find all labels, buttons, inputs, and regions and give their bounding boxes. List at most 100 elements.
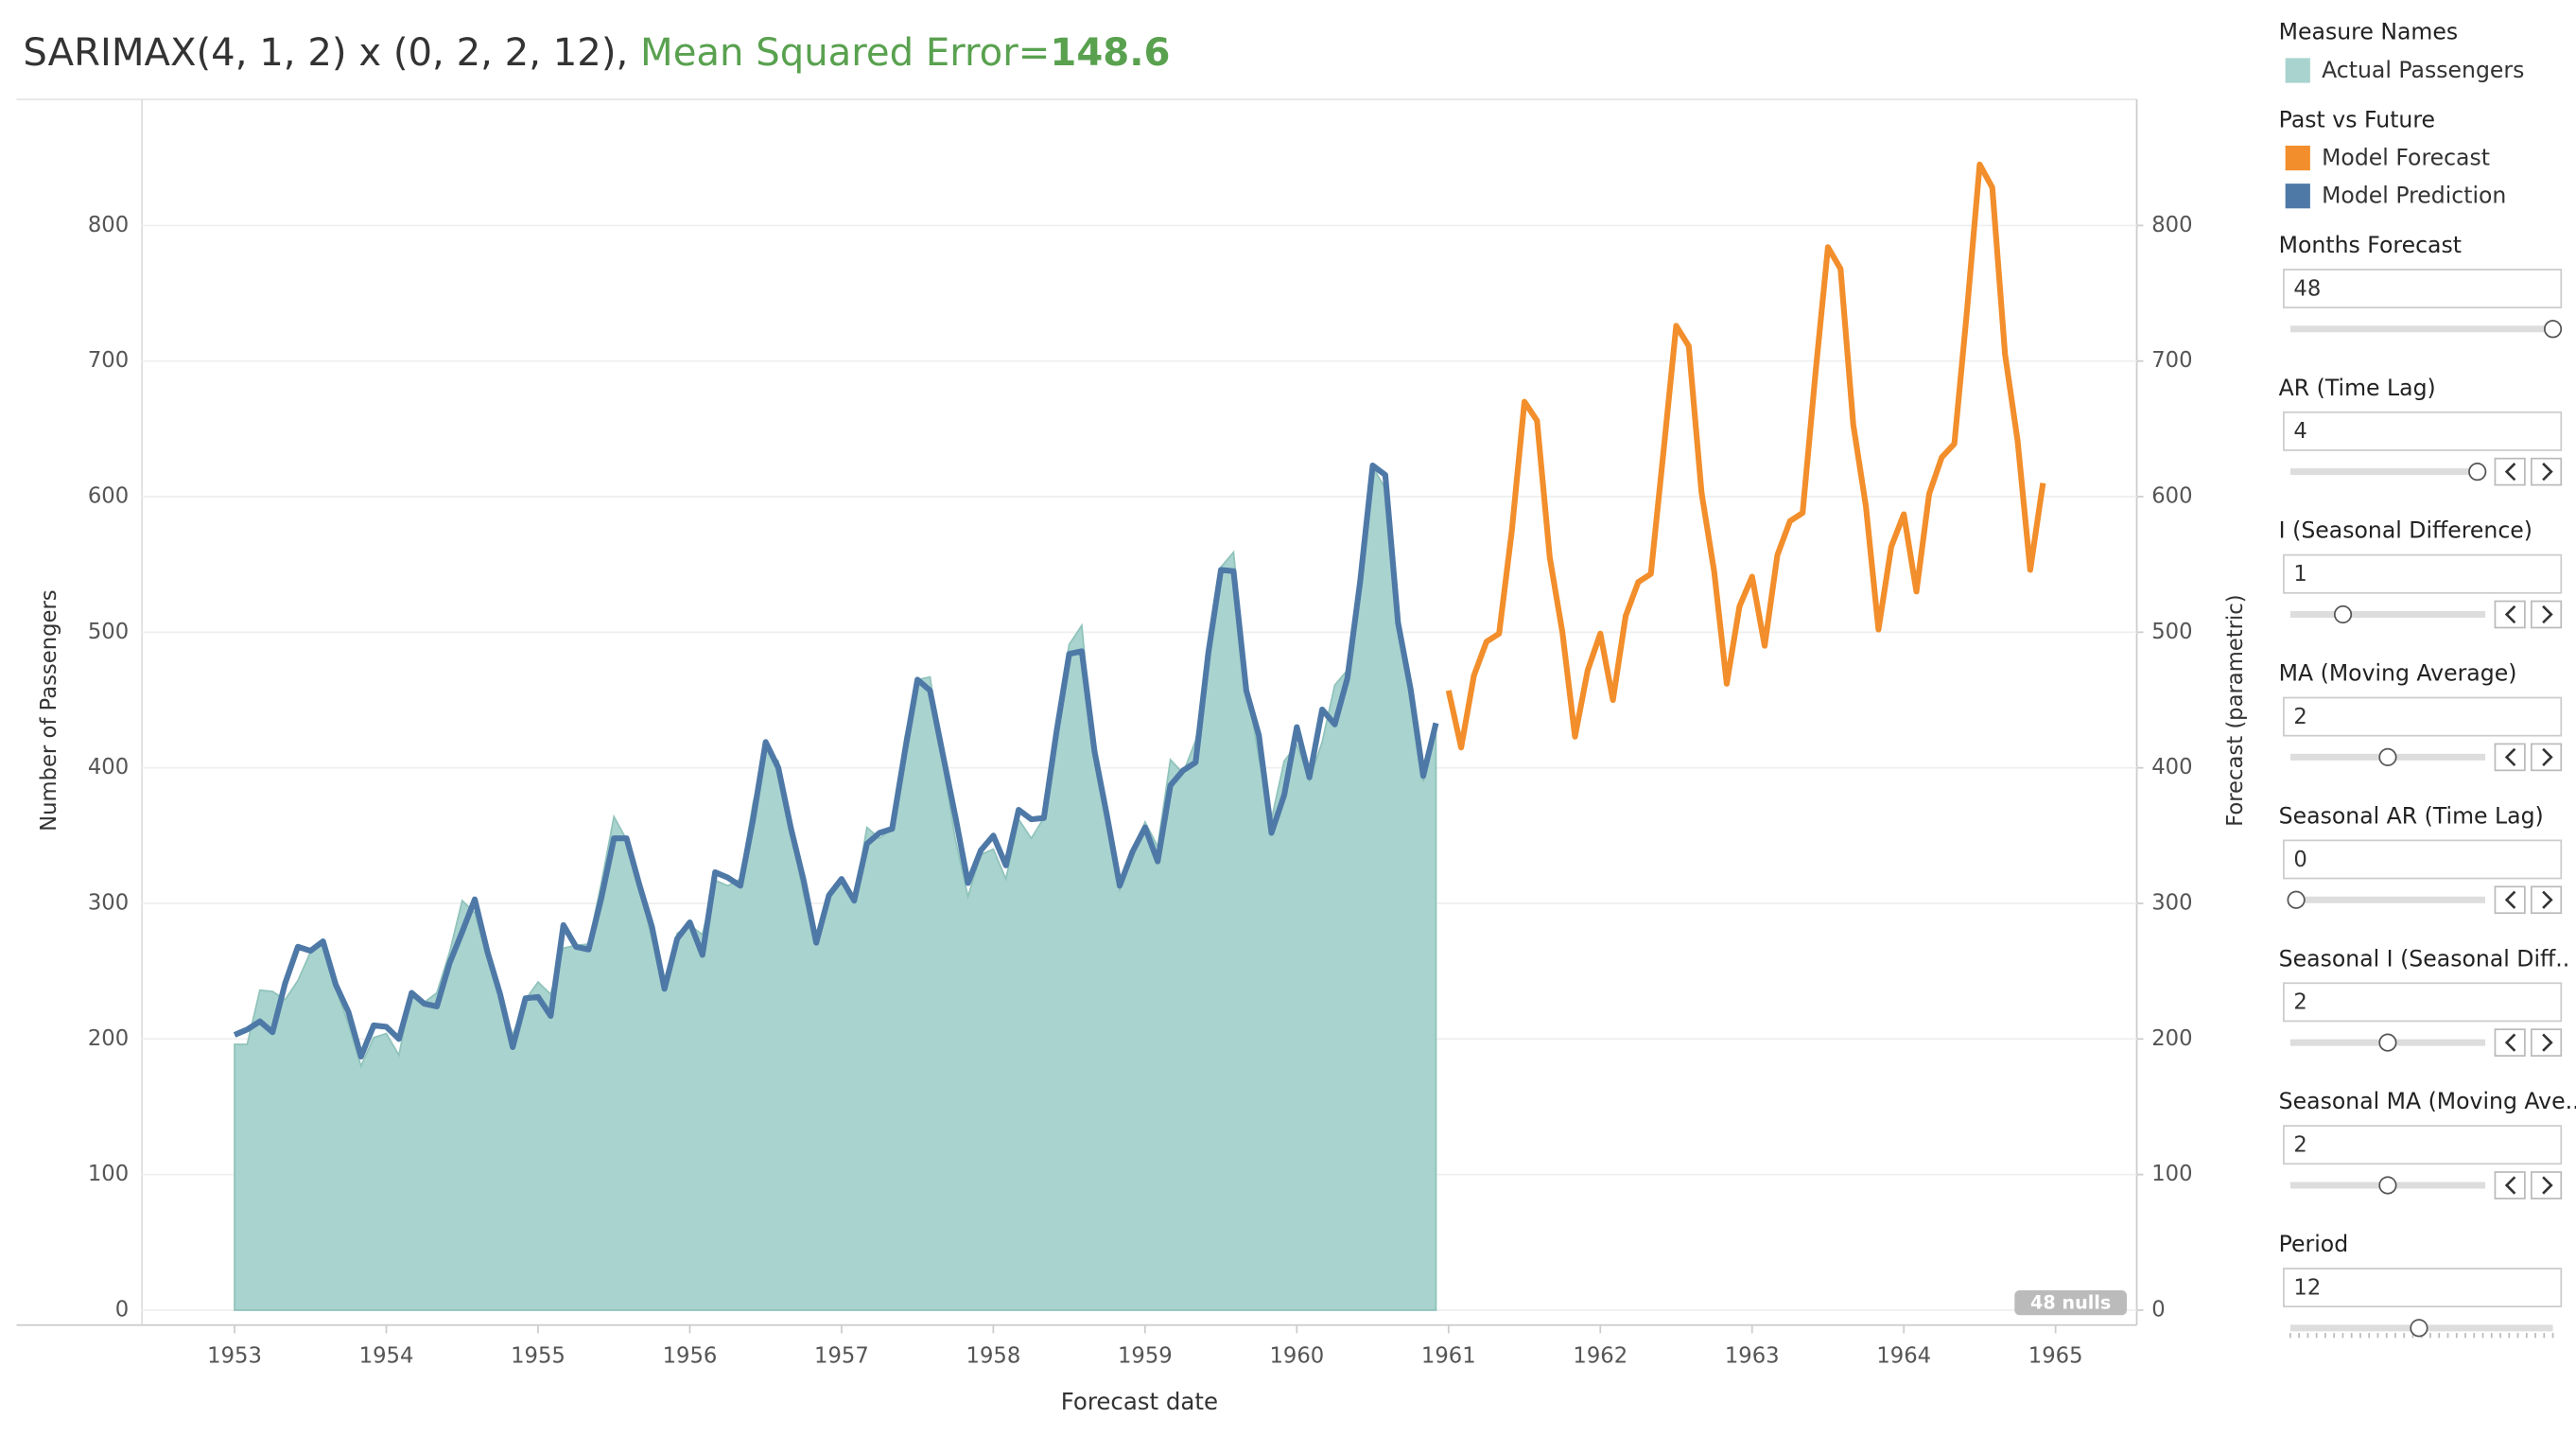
- step-button[interactable]: [2530, 743, 2563, 772]
- step-button[interactable]: [2494, 1171, 2526, 1200]
- y-tick-label: 100: [88, 1162, 129, 1186]
- step-arrow: [2542, 890, 2553, 909]
- control-input[interactable]: [2283, 982, 2563, 1023]
- slider-knob[interactable]: [2468, 463, 2487, 482]
- control-value: 2: [2293, 1133, 2306, 1158]
- slider-knob[interactable]: [2378, 1176, 2397, 1195]
- control-value: 2: [2293, 705, 2306, 729]
- x-tick-label: 1954: [359, 1343, 414, 1368]
- y-tick-label: 0: [115, 1297, 129, 1322]
- slider-knob[interactable]: [2378, 747, 2397, 766]
- legend-label: Model Prediction: [2322, 183, 2506, 209]
- slider-knob[interactable]: [2333, 604, 2353, 624]
- legend-title: Past vs Future: [2279, 106, 2435, 132]
- null-badge: [2014, 1290, 2128, 1316]
- y2-tick-label: 0: [2151, 1297, 2165, 1322]
- legend-swatch: [2285, 58, 2310, 83]
- x-tick-label: 1962: [1573, 1343, 1627, 1368]
- line: [233, 462, 1439, 1059]
- step-button[interactable]: [2530, 885, 2563, 915]
- step-arrow: [2542, 1033, 2553, 1052]
- step-arrow: [2542, 462, 2553, 482]
- y-tick-label: 500: [88, 620, 129, 644]
- slider-knob[interactable]: [2287, 890, 2306, 909]
- step-arrow: [2504, 604, 2516, 624]
- legend-swatch: [2285, 145, 2310, 171]
- x-tick-label: 1965: [2028, 1343, 2083, 1368]
- y-tick-label: 700: [88, 348, 129, 373]
- control-label: Months Forecast: [2279, 232, 2462, 258]
- y2-tick-label: 100: [2151, 1162, 2192, 1186]
- control-value: 1: [2293, 562, 2306, 587]
- x-tick-label: 1956: [663, 1343, 718, 1368]
- step-arrow: [2504, 462, 2516, 482]
- control-label: Seasonal AR (Time Lag): [2279, 802, 2544, 829]
- line: [1445, 161, 2046, 751]
- control-label: MA (Moving Average): [2279, 660, 2517, 687]
- y2-tick-label: 200: [2151, 1026, 2192, 1051]
- x-tick-label: 1959: [1118, 1343, 1173, 1368]
- control-label: Seasonal I (Seasonal Diff..: [2279, 945, 2570, 972]
- x-tick-label: 1961: [1421, 1343, 1476, 1368]
- x-tick-label: 1953: [207, 1343, 262, 1368]
- control-label: AR (Time Lag): [2279, 375, 2436, 401]
- control-value: 48: [2293, 276, 2321, 301]
- step-arrow: [2504, 1176, 2516, 1195]
- title-model: SARIMAX(4, 1, 2) x (0, 2, 2, 12),: [23, 31, 628, 75]
- step-button[interactable]: [2494, 743, 2526, 772]
- step-button[interactable]: [2494, 885, 2526, 915]
- y-tick-label: 600: [88, 484, 129, 509]
- x-tick-label: 1955: [511, 1343, 566, 1368]
- control-input[interactable]: [2283, 553, 2563, 594]
- control-value: 0: [2293, 848, 2306, 872]
- step-button[interactable]: [2530, 1171, 2563, 1200]
- step-button[interactable]: [2530, 457, 2563, 486]
- legend-label: Model Forecast: [2322, 144, 2490, 170]
- step-button[interactable]: [2494, 600, 2526, 629]
- y2-tick-label: 600: [2151, 484, 2192, 509]
- step-arrow: [2504, 747, 2516, 767]
- y2-tick-label: 300: [2151, 890, 2192, 915]
- legend-title: Measure Names: [2279, 19, 2458, 45]
- y2-tick-label: 800: [2151, 213, 2192, 237]
- legend-label: Actual Passengers: [2322, 57, 2524, 83]
- control-value: 12: [2293, 1275, 2321, 1300]
- x-tick-label: 1963: [1725, 1343, 1780, 1368]
- step-button[interactable]: [2530, 1028, 2563, 1057]
- control-input[interactable]: [2283, 411, 2563, 451]
- chart-title: SARIMAX(4, 1, 2) x (0, 2, 2, 12), Mean S…: [23, 31, 1170, 75]
- control-input[interactable]: [2283, 1268, 2563, 1308]
- x-axis-label: Forecast date: [1061, 1388, 1218, 1415]
- y-tick-label: 400: [88, 755, 129, 779]
- control-label: Period: [2279, 1231, 2348, 1257]
- y-tick-label: 200: [88, 1026, 129, 1051]
- step-arrow: [2504, 1033, 2516, 1052]
- y2-tick-label: 500: [2151, 620, 2192, 644]
- control-input[interactable]: [2283, 839, 2563, 880]
- step-arrow: [2504, 890, 2516, 909]
- slider-knob[interactable]: [2410, 1319, 2428, 1338]
- step-button[interactable]: [2530, 600, 2563, 629]
- null-indicator: 48 nulls: [2030, 1292, 2111, 1314]
- step-arrow: [2542, 604, 2553, 624]
- x-tick-label: 1958: [966, 1343, 1021, 1368]
- step-button[interactable]: [2494, 1028, 2526, 1057]
- y-tick-label: 300: [88, 890, 129, 915]
- step-arrow: [2542, 747, 2553, 767]
- y2-tick-label: 400: [2151, 755, 2192, 779]
- step-button[interactable]: [2494, 457, 2526, 486]
- x-tick-label: 1964: [1876, 1343, 1931, 1368]
- y-tick-label: 800: [88, 213, 129, 237]
- control-input[interactable]: [2283, 269, 2563, 308]
- slider-knob[interactable]: [2543, 320, 2563, 339]
- title-metric-label: Mean Squared Error=: [640, 31, 1050, 75]
- legend-swatch: [2285, 184, 2310, 209]
- control-input[interactable]: [2283, 696, 2563, 737]
- y2-axis-label: Forecast (parametric): [2223, 594, 2248, 827]
- x-tick-label: 1960: [1269, 1343, 1324, 1368]
- title-metric-value: 148.6: [1050, 31, 1170, 75]
- control-value: 4: [2293, 419, 2306, 444]
- control-input[interactable]: [2283, 1125, 2563, 1165]
- slider-knob[interactable]: [2378, 1033, 2397, 1052]
